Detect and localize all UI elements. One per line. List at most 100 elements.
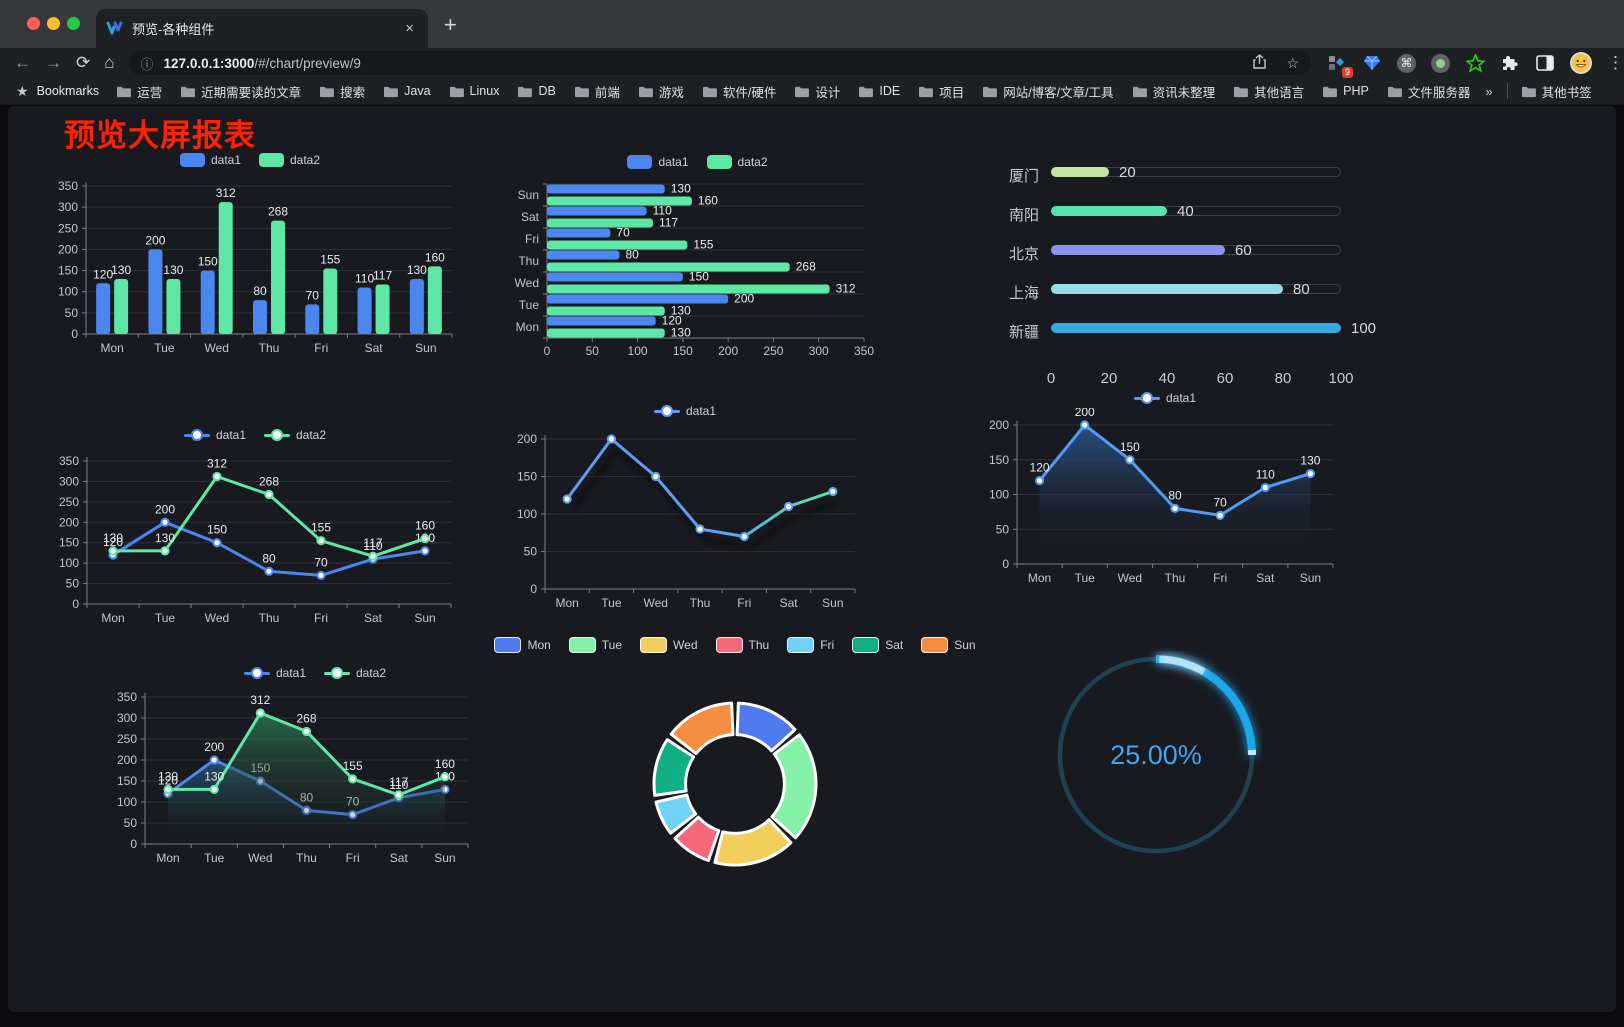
data-point[interactable] <box>264 566 274 576</box>
bar[interactable] <box>547 294 729 304</box>
extension-green-star-icon[interactable] <box>1465 53 1485 73</box>
data-point[interactable] <box>420 534 430 544</box>
bar[interactable] <box>547 250 620 260</box>
legend-item-data1[interactable]: data1 <box>653 404 716 418</box>
address-bar[interactable]: ⓘ 127.0.0.1:3000/#/chart/preview/9 ☆ <box>128 51 1311 75</box>
bar[interactable] <box>166 279 181 334</box>
bar[interactable] <box>547 196 692 206</box>
data-point[interactable] <box>1260 482 1270 493</box>
bar[interactable] <box>323 268 338 334</box>
data-point[interactable] <box>368 551 378 561</box>
pie-slice-Fri[interactable] <box>654 793 698 835</box>
data-point[interactable] <box>1170 503 1180 514</box>
data-point[interactable] <box>828 486 838 497</box>
bookmark-item[interactable]: 前端 <box>567 79 627 104</box>
data-point[interactable] <box>316 536 326 546</box>
data-point[interactable] <box>783 501 794 512</box>
legend-item-Sat[interactable]: Sat <box>852 637 903 653</box>
bookmark-item[interactable]: Java <box>376 81 437 101</box>
bookmark-item[interactable]: 软件/硬件 <box>695 79 783 104</box>
pie-slice-Tue[interactable] <box>770 733 818 840</box>
data-point[interactable] <box>212 538 222 548</box>
data-point[interactable] <box>316 570 326 580</box>
bookmark-item[interactable]: 项目 <box>911 79 971 104</box>
data-point[interactable] <box>606 434 617 444</box>
data-point[interactable] <box>739 531 749 542</box>
bar[interactable] <box>547 284 830 294</box>
bookmark-item[interactable]: IDE <box>851 81 907 101</box>
legend-item-data1[interactable]: data1 <box>179 153 241 167</box>
data-point[interactable] <box>163 784 173 795</box>
site-info-icon[interactable]: ⓘ <box>140 56 154 72</box>
bar[interactable] <box>547 272 683 282</box>
legend-item-Sun[interactable]: Sun <box>921 637 976 653</box>
data-point[interactable] <box>420 546 430 556</box>
bookmark-item[interactable]: 设计 <box>787 79 847 104</box>
bookmark-item[interactable]: 文件服务器 <box>1380 79 1478 104</box>
bookmark-item[interactable]: 游戏 <box>631 79 691 104</box>
bar[interactable] <box>200 270 215 334</box>
other-bookmarks-folder[interactable]: 其他书签 <box>1514 79 1599 104</box>
bar[interactable] <box>547 206 647 216</box>
bar[interactable] <box>547 306 665 316</box>
legend-item-Wed[interactable]: Wed <box>640 637 698 653</box>
bookmark-item[interactable]: DB <box>510 81 562 101</box>
bar[interactable] <box>96 283 111 334</box>
bar[interactable] <box>148 249 163 334</box>
data-point[interactable] <box>1125 455 1135 465</box>
pie-slice-Thu[interactable] <box>673 815 721 863</box>
data-point[interactable] <box>1305 469 1316 479</box>
bar[interactable] <box>547 240 688 250</box>
legend-item-data1[interactable]: data1 <box>183 428 246 442</box>
side-panel-icon[interactable] <box>1535 53 1555 73</box>
reload-icon[interactable]: ⟳ <box>76 53 91 72</box>
bookmark-item[interactable]: PHP <box>1315 81 1376 101</box>
data-point[interactable] <box>255 708 265 718</box>
bookmark-item[interactable]: 搜索 <box>312 79 372 104</box>
pie-slice-Mon[interactable] <box>735 701 797 753</box>
legend-item-data2[interactable]: data2 <box>324 666 386 680</box>
bookmarks-overflow-chevron[interactable]: » <box>1485 83 1493 99</box>
legend-item-data2[interactable]: data2 <box>264 428 326 442</box>
legend-item-Tue[interactable]: Tue <box>568 637 622 653</box>
bar[interactable] <box>547 316 656 326</box>
new-tab-button[interactable]: + <box>444 12 457 37</box>
legend-item-data1[interactable]: data1 <box>243 666 306 680</box>
bookmark-item[interactable]: 近期需要读的文章 <box>173 79 308 104</box>
legend-item-Fri[interactable]: Fri <box>787 637 834 653</box>
minimize-window-button[interactable] <box>47 17 60 30</box>
pie-slice-Wed[interactable] <box>713 818 793 867</box>
legend-item-Mon[interactable]: Mon <box>494 637 551 653</box>
zoom-window-button[interactable] <box>67 17 80 30</box>
extension-record-icon[interactable] <box>1431 53 1450 73</box>
bar[interactable] <box>427 266 442 334</box>
legend-item-Thu[interactable]: Thu <box>715 637 769 653</box>
data-point[interactable] <box>1034 476 1045 486</box>
data-point[interactable] <box>209 755 219 765</box>
bookmark-item[interactable]: 资讯未整理 <box>1125 79 1223 104</box>
data-point[interactable] <box>348 774 358 784</box>
bar[interactable] <box>271 220 285 334</box>
bar[interactable] <box>547 218 653 228</box>
data-point[interactable] <box>695 524 705 534</box>
bookmark-item[interactable]: 其他语言 <box>1226 79 1311 104</box>
bar[interactable] <box>547 262 790 272</box>
profile-avatar[interactable] <box>1570 52 1592 74</box>
data-point[interactable] <box>108 546 118 556</box>
browser-tab[interactable]: 预览-各种组件 × <box>96 9 428 48</box>
forward-icon[interactable]: → <box>45 53 62 72</box>
data-point[interactable] <box>1080 420 1090 430</box>
extension-grid-icon[interactable]: 9 <box>1327 53 1353 78</box>
legend-item-data2[interactable]: data2 <box>259 153 320 167</box>
bar[interactable] <box>547 228 611 238</box>
data-point[interactable] <box>562 494 572 504</box>
bar[interactable] <box>375 284 390 334</box>
bar[interactable] <box>547 184 665 194</box>
data-point[interactable] <box>1215 510 1225 520</box>
data-point[interactable] <box>440 772 450 782</box>
data-point[interactable] <box>394 790 404 800</box>
bar[interactable] <box>253 300 267 334</box>
bookmark-item[interactable]: 网站/博客/文章/工具 <box>975 79 1120 104</box>
tab-close-icon[interactable]: × <box>405 20 414 37</box>
data-point[interactable] <box>160 517 170 527</box>
